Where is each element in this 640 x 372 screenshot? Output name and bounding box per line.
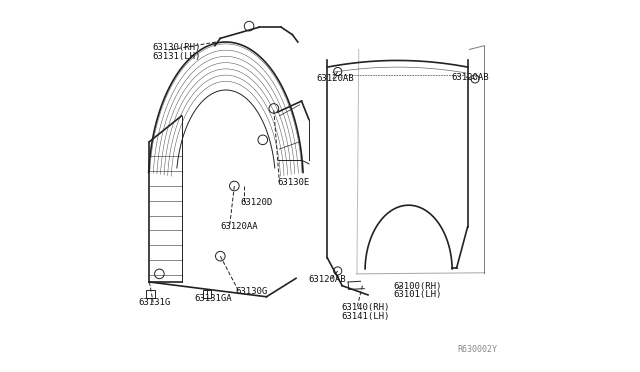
Text: 63101(LH): 63101(LH) <box>394 291 442 299</box>
Text: 63130(RH): 63130(RH) <box>152 43 200 52</box>
Text: 63120AB: 63120AB <box>316 74 354 83</box>
Text: 63120AB: 63120AB <box>308 275 346 283</box>
Text: 63140(RH): 63140(RH) <box>341 303 390 312</box>
Bar <box>203 290 211 298</box>
Text: 63120AB: 63120AB <box>451 73 489 81</box>
Text: 63131G: 63131G <box>138 298 171 307</box>
Text: 63130G: 63130G <box>235 287 268 296</box>
Text: 63130E: 63130E <box>278 178 310 187</box>
Text: 63131GA: 63131GA <box>195 294 232 303</box>
Text: R630002Y: R630002Y <box>457 345 497 354</box>
Bar <box>147 290 155 298</box>
Text: 63120AA: 63120AA <box>220 222 258 231</box>
Text: 63120D: 63120D <box>241 198 273 207</box>
Text: 63131(LH): 63131(LH) <box>152 52 200 61</box>
Text: 63141(LH): 63141(LH) <box>341 312 390 321</box>
Text: 63100(RH): 63100(RH) <box>394 282 442 291</box>
